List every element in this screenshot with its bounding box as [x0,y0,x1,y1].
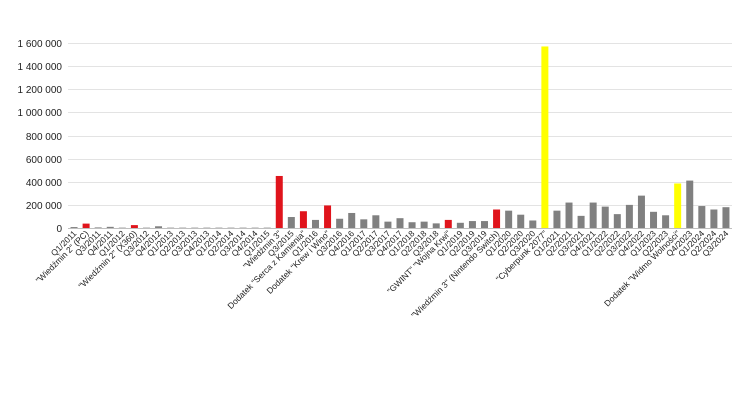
bar-7 [155,226,163,228]
bar-29 [420,221,428,228]
bar-34 [481,221,489,228]
bar-18 [287,217,295,228]
bar-52 [698,206,706,228]
bar-37 [517,214,525,228]
bar-36 [505,210,513,228]
bar-44 [601,206,609,228]
bar-45 [613,214,621,229]
bar-21 [324,205,332,228]
bars [70,46,730,229]
y-tick-label: 400 000 [26,178,63,189]
bar-41 [565,202,573,228]
bar-0 [70,227,78,228]
bar-23 [348,212,356,228]
x-axis-ticks: Q1/2011"Wiedźmin 2" (PC)Q3/2011Q4/2011Q1… [34,228,731,320]
y-tick-label: 1 000 000 [18,108,63,119]
bar-31 [444,219,452,228]
bar-49 [662,215,670,228]
bar-5 [130,225,138,228]
y-tick-label: 200 000 [26,201,63,212]
bar-33 [468,221,476,228]
bar-42 [577,215,585,228]
y-tick-label: 1 200 000 [18,85,63,96]
bar-19 [299,211,307,228]
y-tick-label: 1 400 000 [18,62,63,73]
bar-48 [650,211,658,228]
bar-20 [311,219,319,228]
y-tick-label: 600 000 [26,155,63,166]
bar-28 [408,222,416,228]
bar-40 [553,210,561,228]
bar-38 [529,220,537,228]
bar-1 [82,223,90,228]
bar-39 [541,46,549,228]
bar-3 [106,226,114,228]
bar-30 [432,223,440,229]
bar-24 [360,219,368,228]
bar-51 [686,180,694,228]
bar-22 [336,218,344,228]
bar-46 [625,204,633,229]
bar-47 [637,195,645,229]
bar-35 [493,209,501,228]
bar-27 [396,218,404,228]
y-tick-label: 1 600 000 [18,39,63,50]
bar-25 [372,215,380,228]
grid-lines [68,43,732,229]
bar-2 [94,227,102,228]
bar-43 [589,202,597,228]
bar-54 [722,207,730,228]
bar-17 [275,175,283,228]
y-axis-ticks: 0 200 000 400 000 600 000 800 000 1 000 000 1 … [18,39,63,235]
bar-53 [710,209,718,228]
bar-50 [674,183,682,228]
y-tick-label: 0 [56,224,62,235]
bar-32 [456,222,464,228]
bar-26 [384,221,392,228]
y-tick-label: 800 000 [26,132,63,143]
